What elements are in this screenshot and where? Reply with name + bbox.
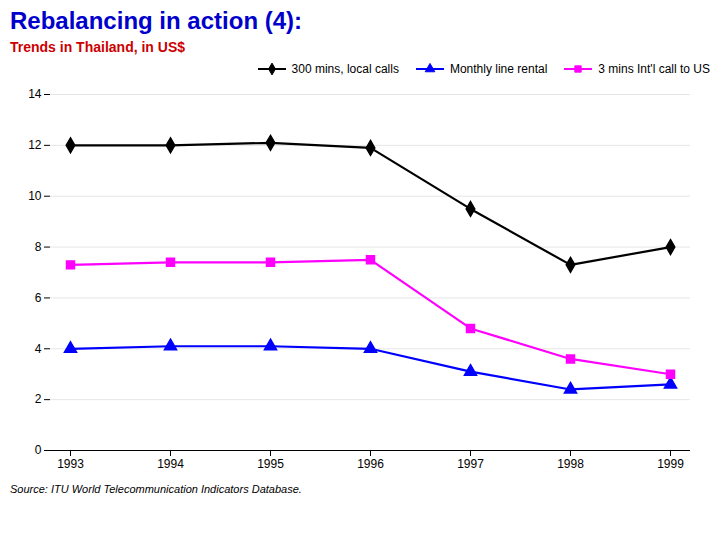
html-text:Monthly line rental: Monthly line rental bbox=[449, 62, 548, 76]
svg-text:1998: 1998 bbox=[557, 457, 584, 471]
svg-text:12: 12 bbox=[28, 138, 42, 152]
svg-text:1993: 1993 bbox=[57, 457, 84, 471]
svg-text:1999: 1999 bbox=[657, 457, 684, 471]
svg-text:14: 14 bbox=[28, 87, 42, 101]
html-text:300 mins, local calls: 300 mins, local calls bbox=[291, 62, 399, 76]
svg-text:2: 2 bbox=[35, 392, 42, 406]
svg-text:1997: 1997 bbox=[457, 457, 484, 471]
svg-text:1994: 1994 bbox=[157, 457, 184, 471]
html-text:Trends in Thailand, in US$: Trends in Thailand, in US$ bbox=[10, 39, 185, 55]
svg-text:0: 0 bbox=[35, 443, 42, 457]
svg-text:6: 6 bbox=[35, 291, 42, 305]
svg-text:4: 4 bbox=[35, 342, 42, 356]
svg-text:1995: 1995 bbox=[257, 457, 284, 471]
html-text:3 mins Int'l call to US: 3 mins Int'l call to US bbox=[598, 62, 710, 76]
svg-text:10: 10 bbox=[28, 189, 42, 203]
svg-text:8: 8 bbox=[35, 240, 42, 254]
html-text:Rebalancing in action (4):: Rebalancing in action (4): bbox=[10, 7, 302, 34]
svg-text:1996: 1996 bbox=[357, 457, 384, 471]
html-text:Source: ITU World Telecommunic: Source: ITU World Telecommunication Indi… bbox=[10, 483, 302, 495]
